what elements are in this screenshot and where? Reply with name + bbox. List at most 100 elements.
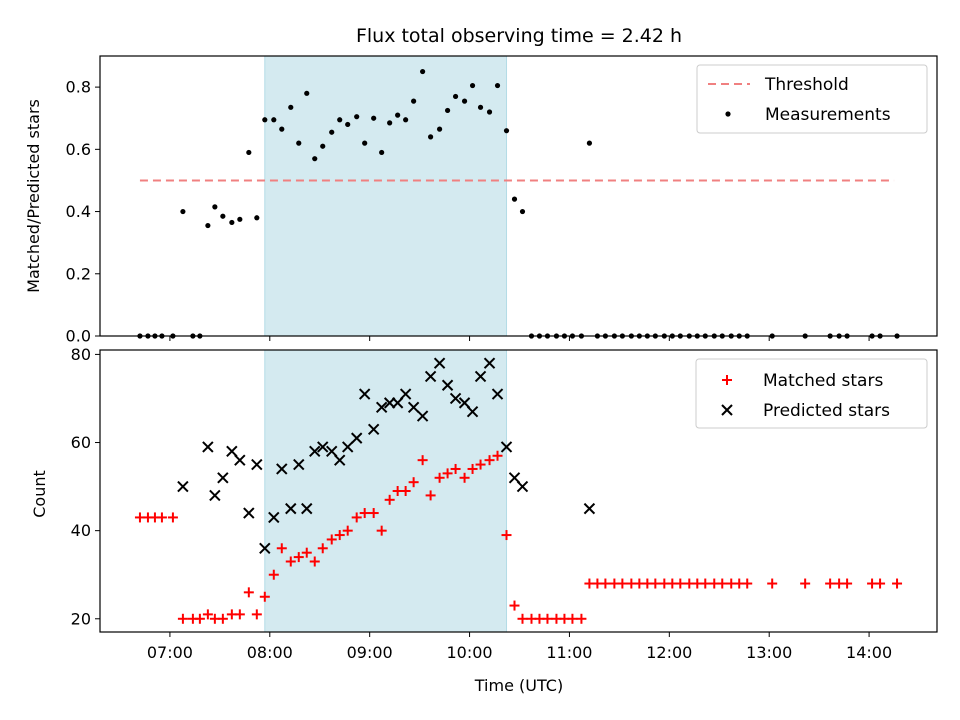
top-x-ticks — [169, 336, 870, 341]
predicted-star-point — [466, 405, 479, 418]
predicted-star-point — [491, 388, 504, 400]
measurement-point — [237, 216, 243, 222]
matched-star-point — [875, 578, 886, 589]
matched-star-point — [717, 578, 728, 589]
measurements-legend-label: Measurements — [765, 105, 891, 125]
matched-star-point — [767, 578, 778, 589]
measurement-point — [395, 112, 401, 118]
predicted-star-point — [407, 401, 420, 413]
measurement-point — [411, 98, 417, 104]
matched-star-point — [384, 494, 395, 505]
measurement-point — [511, 196, 518, 202]
measurement-point — [371, 115, 377, 121]
matched-star-point — [442, 468, 453, 479]
measurement-point — [452, 93, 459, 100]
measurement-point — [469, 82, 476, 89]
predicted-star-point — [301, 502, 313, 515]
matched-star-point — [484, 455, 495, 466]
measurement-point — [494, 82, 501, 89]
bottom-x-ticks: 07:00 08:00 09:00 10:00 11:00 12:00 13:00 14:00 — [147, 632, 892, 662]
x-tick-label: 07:00 — [147, 643, 193, 662]
predicted-star-point — [391, 397, 404, 409]
measurement-point — [205, 222, 211, 229]
predicted-star-point — [226, 445, 238, 458]
matched-star-point — [517, 613, 528, 624]
bottom-y-ticks: 20 40 60 80 — [71, 345, 100, 628]
matched-star-point — [842, 578, 853, 589]
measurement-point — [420, 68, 426, 75]
x-tick-label: 10:00 — [447, 643, 493, 662]
predicted-star-point — [243, 507, 255, 519]
matched-star-point — [301, 547, 312, 558]
matched-star-point — [234, 609, 245, 620]
measurement-point — [320, 143, 326, 149]
predicted-star-point — [500, 441, 513, 453]
bottom-y-tick-label: 20 — [71, 609, 91, 628]
measurement-point — [246, 149, 252, 156]
x-axis-label: Time (UTC) — [474, 676, 563, 695]
x-tick-label: 14:00 — [846, 643, 892, 662]
predicted-star-point — [234, 454, 246, 466]
matched-star-point — [417, 455, 428, 466]
top-y-ticks: 0.0 0.2 0.4 0.6 0.8 — [66, 78, 100, 346]
predicted-star-point — [458, 397, 471, 409]
matched-star-point — [600, 578, 611, 589]
measurement-point — [436, 126, 443, 132]
predicted-star-point — [441, 379, 454, 391]
matched-star-point — [459, 472, 470, 483]
matched-star-point — [425, 490, 436, 501]
measurement-point — [229, 219, 235, 226]
chart-title: Flux total observing time = 2.42 h — [356, 25, 682, 47]
measurement-point — [503, 128, 510, 134]
measurement-point — [254, 215, 260, 221]
matched-star-point — [650, 578, 661, 589]
x-tick-label: 12:00 — [646, 643, 692, 662]
matched-star-point — [617, 578, 628, 589]
bottom-y-tick-label: 60 — [71, 433, 91, 452]
measurement-point — [444, 107, 451, 114]
matched-star-point — [434, 472, 445, 483]
predicted-star-point — [399, 388, 412, 400]
measurement-point — [262, 117, 268, 123]
matched-star-point — [276, 543, 287, 554]
matched-star-point — [202, 609, 213, 620]
bottom-y-tick-label: 80 — [71, 345, 91, 364]
top-y-tick-label: 0.2 — [66, 264, 91, 283]
predicted-star-point — [358, 388, 371, 400]
measurement-point — [379, 149, 385, 156]
x-tick-label: 13:00 — [746, 643, 792, 662]
predicted-star-point — [177, 480, 189, 493]
matched-star-point — [243, 587, 254, 598]
predicted-stars-points — [177, 357, 596, 554]
predicted-star-point — [483, 357, 496, 369]
matched-star-point — [293, 552, 304, 563]
measurement-point — [312, 156, 318, 162]
matched-star-point — [567, 613, 578, 624]
top-y-tick-label: 0.0 — [66, 327, 91, 346]
matched-star-point — [492, 450, 503, 461]
top-axes-frame — [99, 55, 938, 337]
predicted-star-point — [375, 401, 388, 413]
matched-star-point — [167, 512, 178, 523]
measurement-point — [403, 117, 409, 123]
predicted-star-point — [424, 370, 437, 383]
predicted-star-point — [309, 445, 321, 458]
measurement-point — [271, 117, 277, 123]
top-panel: 0.00.20.40.60.8 Matched/Predicted stars … — [24, 55, 938, 346]
matched-star-point — [268, 569, 279, 580]
matched-star-point — [259, 591, 270, 602]
matched-star-point — [368, 508, 379, 519]
predicted-star-point — [416, 410, 429, 422]
measurement-point — [279, 126, 285, 132]
top-y-tick-label: 0.4 — [66, 202, 91, 221]
bottom-legend-box — [695, 358, 928, 429]
bottom-legend: Matched stars Predicted stars — [695, 358, 928, 429]
matched-star-point — [400, 486, 411, 496]
matched-star-point — [892, 578, 903, 589]
predicted-star-point — [350, 432, 363, 444]
predicted-star-point — [259, 542, 271, 554]
matched-star-point — [326, 534, 337, 545]
matched-star-point — [509, 600, 520, 611]
predicted-star-point — [433, 357, 446, 369]
